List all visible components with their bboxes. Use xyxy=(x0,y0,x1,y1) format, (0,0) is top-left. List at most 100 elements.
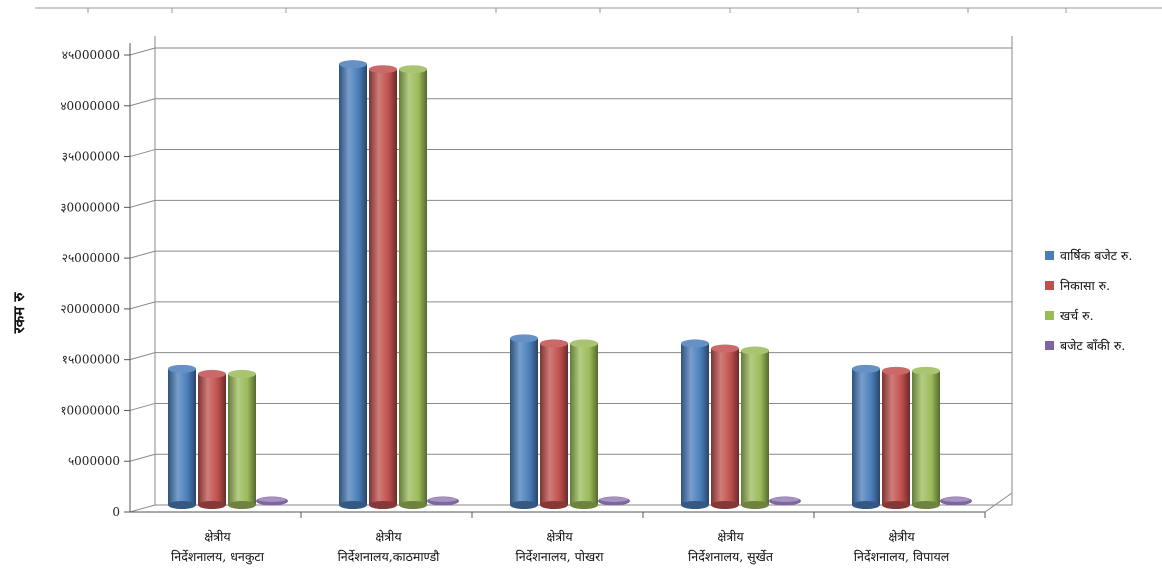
gridline-depth xyxy=(129,301,156,310)
legend-swatch xyxy=(1045,311,1054,320)
x-category-label: क्षेत्रीय निर्देशनालय, धनकुटा xyxy=(171,529,265,565)
y-tick-label: २0000000 xyxy=(60,302,120,316)
bar-cap xyxy=(168,364,196,373)
bar-cap xyxy=(852,364,880,373)
bar-base xyxy=(570,501,598,509)
bar-cap xyxy=(570,339,598,348)
bar-body xyxy=(540,343,568,505)
top-border-line xyxy=(35,7,1162,13)
y-tick-label: १0000000 xyxy=(60,403,120,417)
bar xyxy=(711,344,739,509)
bar-cap xyxy=(510,334,538,343)
bar-cap xyxy=(369,65,397,74)
bar-base xyxy=(711,501,739,509)
bar-body xyxy=(399,69,427,505)
bar xyxy=(228,369,256,509)
bar xyxy=(540,339,568,509)
bar xyxy=(570,339,598,509)
bar xyxy=(912,366,940,509)
bar-body xyxy=(570,343,598,505)
bar xyxy=(681,339,709,509)
y-axis-label: रकम रु xyxy=(10,292,28,335)
bar-cap xyxy=(198,369,226,378)
y-tick-labels: 0 ५000000 १0000000 १५000000 २0000000 २५000000… xyxy=(60,48,120,519)
bar xyxy=(256,496,288,506)
bar-base xyxy=(852,501,880,509)
y-tick-label: १५000000 xyxy=(62,353,120,367)
bar-cap xyxy=(711,344,739,353)
legend-item: बजेट बाँकी रु. xyxy=(1045,338,1125,353)
axes xyxy=(124,43,1013,518)
bar xyxy=(399,65,427,509)
bar xyxy=(882,366,910,509)
legend-item: वार्षिक बजेट रु. xyxy=(1045,248,1132,263)
gridline-depth xyxy=(129,199,156,208)
bar-base xyxy=(369,501,397,509)
bar-cap-highlight xyxy=(600,497,628,502)
bar xyxy=(598,496,630,506)
bar-body xyxy=(882,370,910,505)
bar-base xyxy=(510,501,538,509)
bar-body xyxy=(228,373,256,505)
bar-body xyxy=(681,343,709,505)
bar-body xyxy=(510,338,538,505)
y-tick-label: 0 xyxy=(112,505,120,519)
legend-label: बजेट बाँकी रु. xyxy=(1060,338,1125,353)
bar-cap-highlight xyxy=(771,497,799,502)
legend-swatch xyxy=(1045,281,1054,290)
bar-cap-highlight xyxy=(942,497,970,502)
x-category-label: क्षेत्रीय निर्देशनालय,काठमाण्डौ xyxy=(338,529,441,564)
bar xyxy=(769,496,801,506)
bar-body xyxy=(168,368,196,505)
y-tick-label: २५000000 xyxy=(62,251,120,265)
bar-base xyxy=(168,501,196,509)
bar-base xyxy=(339,501,367,509)
bar-base xyxy=(741,501,769,509)
bar-cap xyxy=(741,346,769,355)
bar xyxy=(427,496,459,506)
legend: वार्षिक बजेट रु. निकासा रु. खर्च रु. बजेट ब… xyxy=(1045,248,1132,353)
legend-item: निकासा रु. xyxy=(1045,278,1110,293)
legend-label: खर्च रु. xyxy=(1060,308,1094,323)
bar-base xyxy=(228,501,256,509)
legend-item: खर्च रु. xyxy=(1045,308,1094,323)
bar-cap xyxy=(228,369,256,378)
bar-cap xyxy=(339,60,367,69)
bar-body xyxy=(912,370,940,505)
gridline-depth xyxy=(129,402,156,411)
floor-edge xyxy=(984,492,1013,513)
x-category-labels: क्षेत्रीय निर्देशनालय, धनकुटा क्षेत्रीय निर… xyxy=(171,529,950,565)
bar-cap xyxy=(882,366,910,375)
x-category-label: क्षेत्रीय निर्देशनालय, पोखरा xyxy=(515,529,604,564)
bar xyxy=(741,346,769,509)
bars xyxy=(168,60,972,509)
bar-cap xyxy=(540,339,568,348)
bar-cap-highlight xyxy=(258,497,286,502)
bar-body xyxy=(852,368,880,505)
bar xyxy=(198,369,226,509)
gridline-depth xyxy=(129,149,156,158)
bar-base xyxy=(540,501,568,509)
y-tick-label: ४0000000 xyxy=(60,99,120,113)
x-category-label: क्षेत्रीय निर्देशनालय, विपायल xyxy=(854,529,950,564)
bar-body xyxy=(339,64,367,506)
y-tick-label: ३0000000 xyxy=(60,200,120,214)
y-tick-label: ३५000000 xyxy=(62,150,120,164)
bar-base xyxy=(198,501,226,509)
legend-swatch xyxy=(1045,251,1054,260)
gridline-depth xyxy=(129,250,156,259)
gridline-depth xyxy=(129,352,156,361)
gridline-depth xyxy=(129,453,156,462)
bar-base xyxy=(399,501,427,509)
bar xyxy=(339,60,367,509)
gridline-depth xyxy=(129,504,156,513)
bar xyxy=(369,65,397,509)
y-tick-label: ४५000000 xyxy=(62,48,120,62)
bar-cap xyxy=(399,65,427,74)
gridline-depth xyxy=(129,98,156,107)
bar xyxy=(852,364,880,509)
bar-base xyxy=(681,501,709,509)
legend-label: निकासा रु. xyxy=(1060,278,1110,293)
bar-cap xyxy=(912,366,940,375)
